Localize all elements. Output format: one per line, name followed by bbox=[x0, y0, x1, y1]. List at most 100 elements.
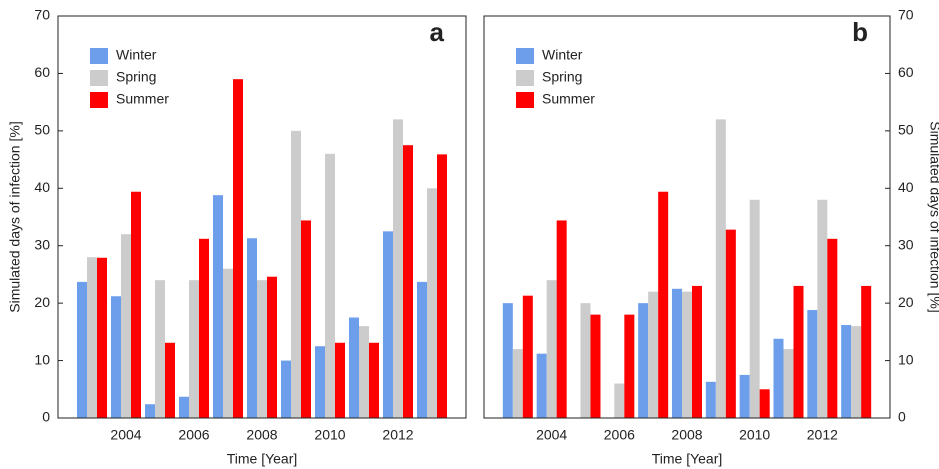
bar bbox=[580, 303, 591, 418]
y-tick-label: 40 bbox=[898, 179, 914, 195]
y-tick-label: 70 bbox=[898, 7, 914, 23]
bar bbox=[648, 291, 659, 418]
y-tick-label: 0 bbox=[42, 409, 50, 425]
bar bbox=[417, 281, 427, 418]
x-tick-label: 2008 bbox=[671, 427, 702, 443]
bar bbox=[861, 285, 872, 418]
bar bbox=[624, 314, 635, 418]
y-tick-label: 10 bbox=[34, 351, 50, 367]
bar bbox=[614, 383, 625, 418]
x-tick-label: 2010 bbox=[314, 427, 345, 443]
bar bbox=[145, 404, 155, 418]
legend-label: Summer bbox=[542, 91, 595, 107]
bar bbox=[77, 281, 87, 418]
bar bbox=[213, 195, 223, 418]
bar bbox=[522, 295, 533, 418]
bar bbox=[233, 79, 243, 419]
bar bbox=[223, 268, 233, 418]
y-tick-label: 60 bbox=[34, 64, 50, 80]
y-tick-label: 60 bbox=[898, 64, 914, 80]
bar bbox=[359, 326, 369, 418]
y-tick-label: 50 bbox=[34, 122, 50, 138]
x-tick-label: 2012 bbox=[807, 427, 838, 443]
legend-swatch bbox=[516, 92, 534, 108]
bar bbox=[556, 220, 567, 418]
bar bbox=[257, 280, 267, 418]
bar bbox=[793, 285, 804, 418]
legend-swatch bbox=[516, 48, 534, 64]
bar bbox=[536, 353, 547, 418]
x-axis-label: Time [Year] bbox=[652, 451, 723, 467]
bar bbox=[817, 199, 828, 418]
bar bbox=[383, 231, 393, 418]
bar bbox=[827, 238, 838, 418]
bar bbox=[369, 342, 379, 418]
y-tick-label: 40 bbox=[34, 179, 50, 195]
bar bbox=[715, 119, 726, 418]
panel-label: a bbox=[430, 17, 445, 47]
y-tick-label: 50 bbox=[898, 122, 914, 138]
bar bbox=[841, 324, 852, 418]
x-tick-label: 2012 bbox=[382, 427, 413, 443]
bar bbox=[301, 220, 311, 418]
legend-label: Spring bbox=[542, 69, 582, 85]
y-tick-label: 30 bbox=[898, 236, 914, 252]
bar bbox=[759, 389, 770, 418]
legend-swatch bbox=[90, 92, 108, 108]
bar bbox=[121, 234, 131, 418]
bar bbox=[247, 238, 257, 418]
bar bbox=[739, 374, 750, 418]
bar bbox=[281, 360, 291, 418]
bar bbox=[638, 303, 649, 418]
bar bbox=[590, 314, 601, 418]
bar bbox=[155, 280, 165, 418]
bar bbox=[199, 238, 209, 418]
x-tick-label: 2006 bbox=[604, 427, 635, 443]
bar bbox=[437, 154, 447, 418]
bar bbox=[851, 326, 862, 418]
bar bbox=[749, 199, 760, 418]
bar bbox=[682, 291, 692, 418]
bar bbox=[315, 346, 325, 418]
bar bbox=[165, 342, 175, 418]
bar bbox=[658, 191, 669, 418]
bar bbox=[393, 119, 403, 418]
legend-swatch bbox=[90, 48, 108, 64]
bar bbox=[512, 349, 523, 418]
legend-label: Winter bbox=[542, 47, 583, 63]
bar bbox=[692, 285, 702, 418]
bar bbox=[502, 303, 513, 418]
bar bbox=[349, 317, 359, 418]
x-tick-label: 2004 bbox=[110, 427, 141, 443]
legend-swatch bbox=[516, 70, 534, 86]
bar bbox=[131, 191, 141, 418]
y-tick-label: 20 bbox=[898, 294, 914, 310]
legend-label: Spring bbox=[116, 69, 156, 85]
bar bbox=[291, 130, 301, 418]
legend-swatch bbox=[90, 70, 108, 86]
bar bbox=[189, 280, 199, 418]
panel-label: b bbox=[852, 17, 868, 47]
bar bbox=[807, 310, 818, 418]
bar bbox=[546, 280, 557, 418]
legend-label: Summer bbox=[116, 91, 169, 107]
bar bbox=[87, 257, 97, 418]
bar bbox=[783, 349, 794, 418]
legend-label: Winter bbox=[116, 47, 157, 63]
x-tick-label: 2008 bbox=[246, 427, 277, 443]
y-tick-label: 20 bbox=[34, 294, 50, 310]
bar bbox=[111, 296, 121, 418]
bar bbox=[97, 257, 107, 418]
y-axis-label: Simulated days of infection [%] bbox=[7, 121, 23, 312]
y-tick-label: 0 bbox=[898, 409, 906, 425]
bar bbox=[773, 338, 784, 418]
y-tick-label: 70 bbox=[34, 7, 50, 23]
y-tick-label: 30 bbox=[34, 236, 50, 252]
x-tick-label: 2004 bbox=[536, 427, 567, 443]
bar bbox=[403, 145, 413, 418]
bar bbox=[267, 276, 277, 418]
x-tick-label: 2010 bbox=[739, 427, 770, 443]
bar bbox=[335, 342, 345, 418]
y-tick-label: 10 bbox=[898, 351, 914, 367]
